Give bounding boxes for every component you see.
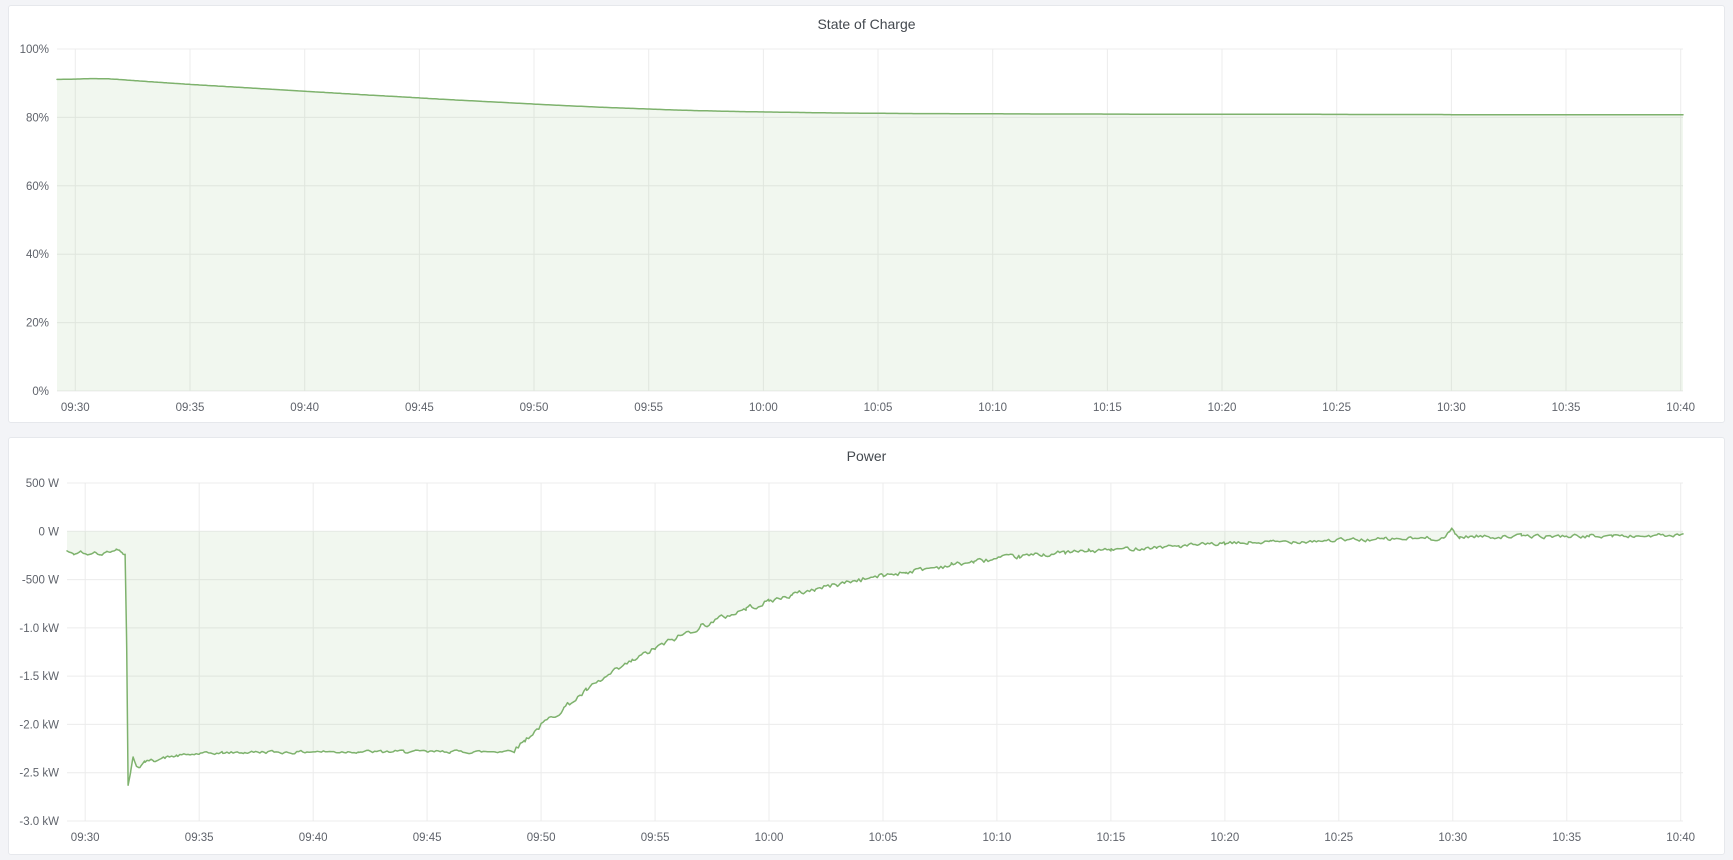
power-series-line (66, 527, 1684, 786)
x-tick-label: 10:05 (864, 402, 893, 414)
x-tick-label: 09:45 (405, 402, 434, 414)
power-x-axis-labels: 09:30 09:35 09:40 09:45 09:50 09:55 10:00 10:05… (71, 832, 1695, 844)
power-y-axis-labels: 500 W 0 W -500 W -1.0 kW -1.5 kW -2.0 kW -2.5 … (19, 478, 59, 828)
state-of-charge-x-axis-labels: 09:30 09:35 09:40 09:45 09:50 09:55 10:00 10:05… (61, 402, 1695, 414)
x-tick-label: 09:55 (634, 402, 663, 414)
panel-title-power[interactable]: Power (846, 448, 887, 464)
x-tick-label: 09:40 (299, 832, 328, 844)
grid-lines (57, 48, 1683, 392)
power-area-fill (67, 528, 1683, 786)
x-tick-label: 09:30 (71, 832, 100, 844)
y-tick-label: 0 W (39, 526, 60, 538)
y-tick-label: 500 W (26, 478, 59, 490)
power-chart[interactable]: 500 W 0 W -500 W -1.0 kW -1.5 kW -2.0 kW -2.5 … (9, 438, 1726, 856)
y-tick-label: -1.5 kW (19, 671, 59, 683)
x-tick-label: 09:40 (290, 402, 319, 414)
x-tick-label: 10:35 (1552, 832, 1581, 844)
x-tick-label: 10:40 (1666, 832, 1695, 844)
x-tick-label: 09:50 (520, 402, 549, 414)
x-tick-label: 10:10 (978, 402, 1007, 414)
x-tick-label: 10:10 (983, 832, 1012, 844)
x-tick-label: 10:20 (1208, 402, 1237, 414)
x-tick-label: 09:45 (413, 832, 442, 844)
x-tick-label: 09:35 (176, 402, 205, 414)
state-of-charge-area-fill (57, 78, 1683, 391)
x-tick-label: 09:50 (527, 832, 556, 844)
x-tick-label: 09:30 (61, 402, 90, 414)
x-tick-label: 10:00 (749, 402, 778, 414)
panel-title-state-of-charge[interactable]: State of Charge (817, 16, 916, 32)
x-tick-label: 10:25 (1322, 402, 1351, 414)
x-tick-label: 10:25 (1324, 832, 1353, 844)
x-tick-label: 10:40 (1666, 402, 1695, 414)
x-tick-label: 10:15 (1097, 832, 1126, 844)
y-tick-label: -3.0 kW (19, 816, 59, 828)
state-of-charge-y-axis-labels: 100% 80% 60% 40% 20% 0% (20, 44, 49, 398)
y-tick-label: 80% (26, 112, 49, 124)
y-tick-label: 60% (26, 181, 49, 193)
y-tick-label: 0% (32, 386, 49, 398)
y-tick-label: 40% (26, 249, 49, 261)
x-tick-label: 10:30 (1437, 402, 1466, 414)
panel-state-of-charge: State of Charge 100% 80% 60% 40% 20% 0% 09:30 0… (8, 5, 1725, 423)
y-tick-label: -2.5 kW (19, 768, 59, 780)
y-tick-label: 100% (20, 44, 49, 56)
grid-lines (67, 482, 1683, 822)
x-tick-label: 10:15 (1093, 402, 1122, 414)
y-tick-label: -500 W (22, 575, 59, 587)
x-tick-label: 10:30 (1438, 832, 1467, 844)
y-tick-label: 20% (26, 318, 49, 330)
x-tick-label: 10:05 (869, 832, 898, 844)
x-tick-label: 09:35 (185, 832, 214, 844)
y-tick-label: -2.0 kW (19, 719, 59, 731)
x-tick-label: 10:00 (755, 832, 784, 844)
y-tick-label: -1.0 kW (19, 623, 59, 635)
panel-power: Power 500 W 0 W -500 W -1.0 kW -1.5 kW -2.0 k… (8, 437, 1725, 855)
state-of-charge-series-line (56, 77, 1684, 116)
x-tick-label: 10:35 (1552, 402, 1581, 414)
x-tick-label: 10:20 (1211, 832, 1240, 844)
x-tick-label: 09:55 (641, 832, 670, 844)
state-of-charge-chart[interactable]: 100%80%60%40%20%0%09:30 09:35 09:40 09:45 09… (9, 6, 1726, 424)
